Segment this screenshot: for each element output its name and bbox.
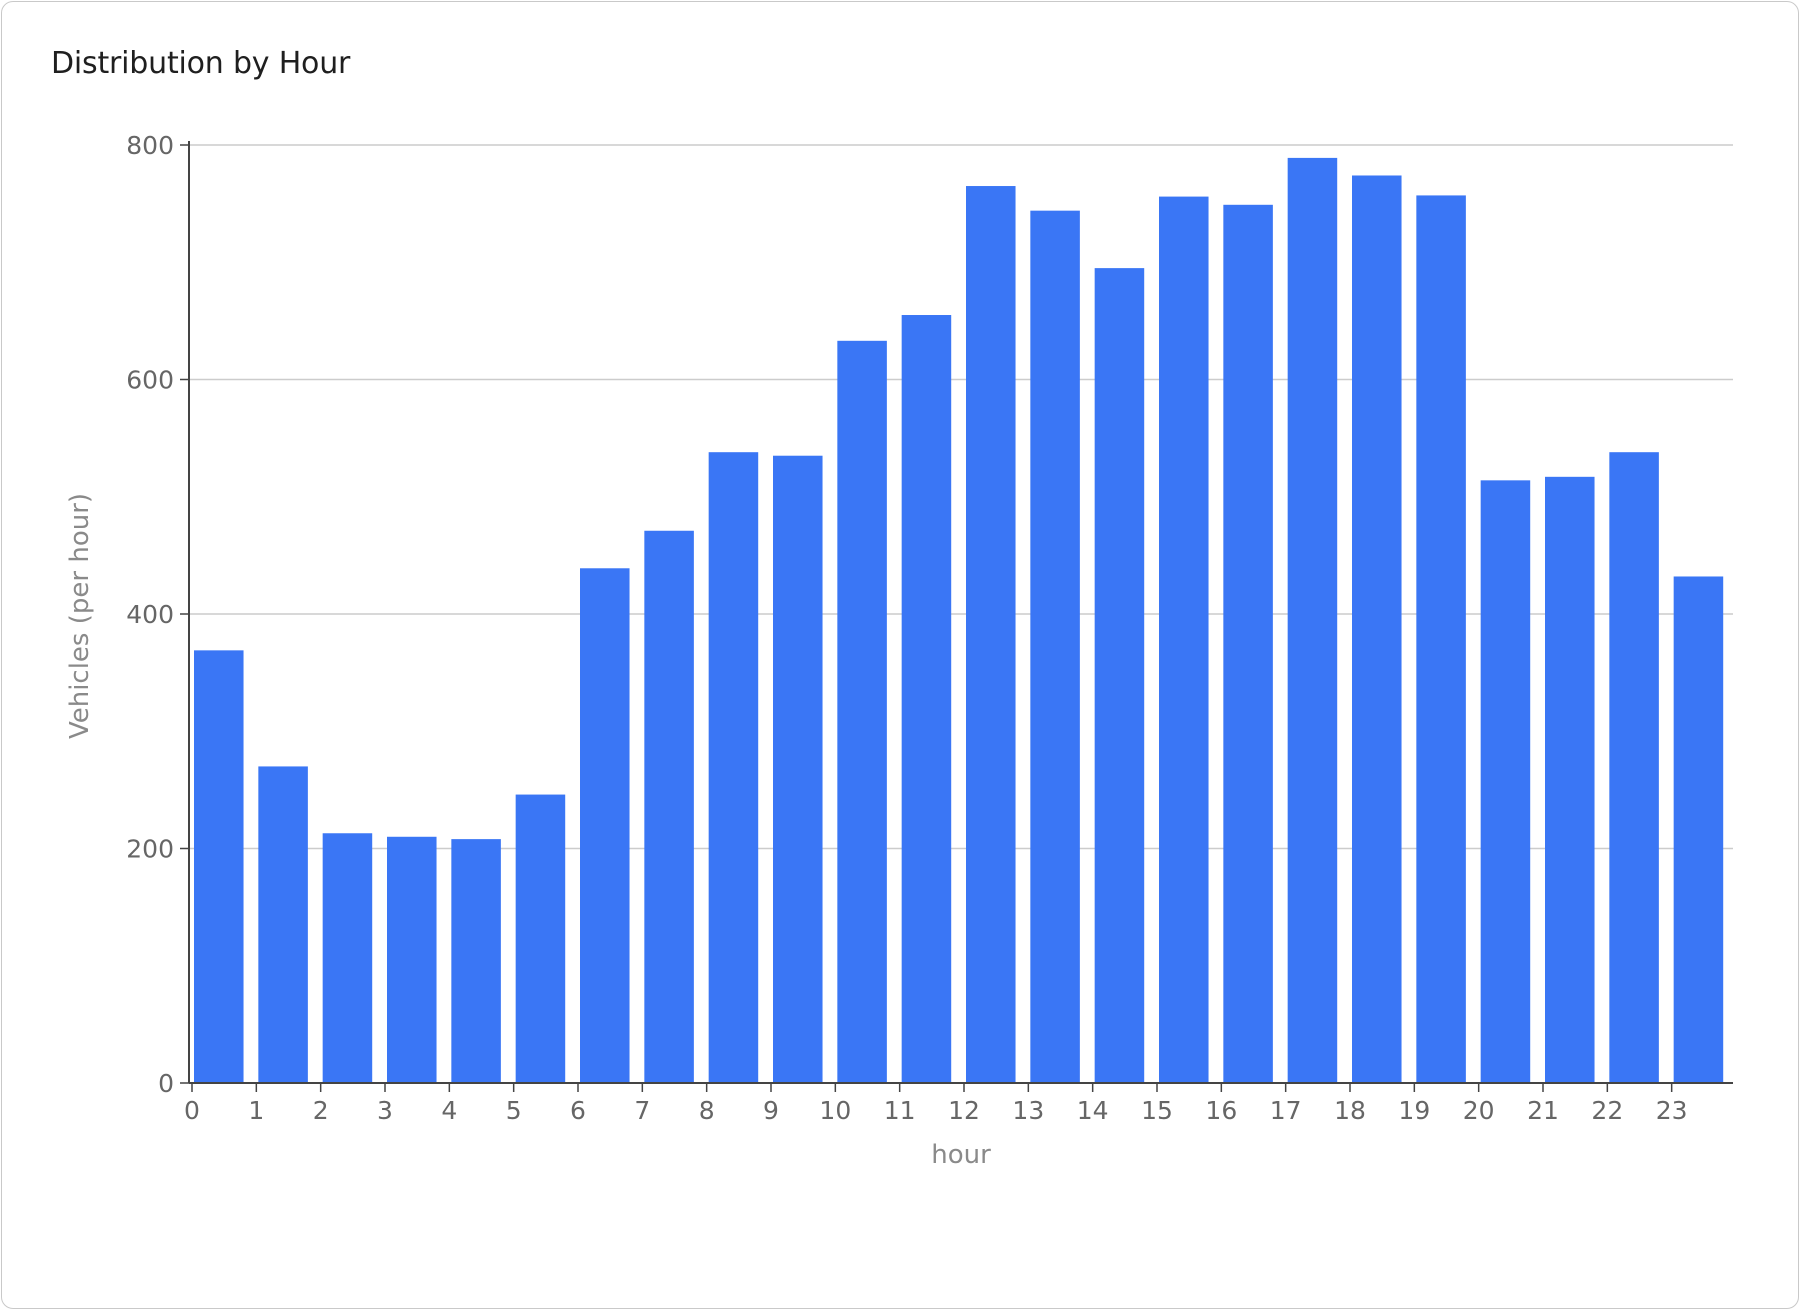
y-tick-labels: 0 200 400 600 800 <box>126 131 174 1098</box>
x-tick-label: 1 <box>248 1096 264 1125</box>
x-tick-label: 23 <box>1656 1096 1688 1125</box>
bar <box>322 833 373 1083</box>
bar <box>837 340 887 1083</box>
bar <box>1223 204 1273 1084</box>
bar <box>1545 476 1595 1083</box>
bar <box>966 186 1016 1084</box>
x-tick-label: 11 <box>884 1096 916 1125</box>
x-tick-label: 21 <box>1527 1096 1559 1125</box>
bar <box>901 315 952 1083</box>
y-tick-label: 600 <box>126 366 174 395</box>
bar <box>451 839 501 1083</box>
x-tick-label: 4 <box>441 1096 457 1125</box>
x-tick-label: 2 <box>313 1096 329 1125</box>
x-tick-label: 22 <box>1591 1096 1623 1125</box>
bar <box>1673 576 1724 1083</box>
bar <box>1159 196 1209 1084</box>
y-tick-label: 400 <box>126 600 174 629</box>
bar <box>1030 210 1080 1083</box>
gridlines <box>189 144 1733 850</box>
x-axis-title: hour <box>931 1140 991 1170</box>
x-tick-label: 20 <box>1463 1096 1495 1125</box>
x-tick-label: 19 <box>1398 1096 1430 1125</box>
axes <box>180 141 1733 1092</box>
x-tick-label: 15 <box>1141 1096 1173 1125</box>
bar <box>515 794 566 1083</box>
bar <box>708 452 759 1083</box>
y-tick-label: 0 <box>158 1069 174 1098</box>
bar <box>580 568 630 1083</box>
bar <box>1480 480 1531 1084</box>
y-tick-label: 800 <box>126 131 174 160</box>
x-tick-label: 12 <box>948 1096 980 1125</box>
x-tick-label: 10 <box>819 1096 851 1125</box>
bar <box>1416 195 1466 1084</box>
x-tick-label: 7 <box>634 1096 650 1125</box>
x-tick-label: 8 <box>699 1096 715 1125</box>
x-tick-labels: 0 1 2 3 4 5 6 7 8 9 10 11 12 13 14 15 16 17 18 19 20 21 22 23 <box>184 1096 1688 1125</box>
bar <box>258 766 308 1083</box>
bar <box>1609 452 1659 1083</box>
x-tick-label: 3 <box>377 1096 393 1125</box>
bars <box>194 157 1724 1084</box>
x-tick-label: 16 <box>1205 1096 1237 1125</box>
bar <box>773 455 823 1083</box>
x-tick-label: 9 <box>763 1096 779 1125</box>
x-tick-label: 17 <box>1270 1096 1302 1125</box>
x-tick-label: 13 <box>1012 1096 1044 1125</box>
x-tick-label: 5 <box>506 1096 522 1125</box>
bar <box>644 530 694 1083</box>
bar <box>387 836 437 1083</box>
y-tick-label: 200 <box>126 835 174 864</box>
x-tick-label: 0 <box>184 1096 200 1125</box>
bar <box>1352 175 1402 1084</box>
bar <box>194 650 244 1083</box>
x-tick-label: 14 <box>1077 1096 1109 1125</box>
x-tick-label: 6 <box>570 1096 586 1125</box>
y-axis-title: Vehicles (per hour) <box>65 493 95 739</box>
bar <box>1287 157 1338 1083</box>
chart-title: Distribution by Hour <box>51 46 351 81</box>
bar <box>1094 268 1145 1083</box>
x-tick-label: 18 <box>1334 1096 1366 1125</box>
